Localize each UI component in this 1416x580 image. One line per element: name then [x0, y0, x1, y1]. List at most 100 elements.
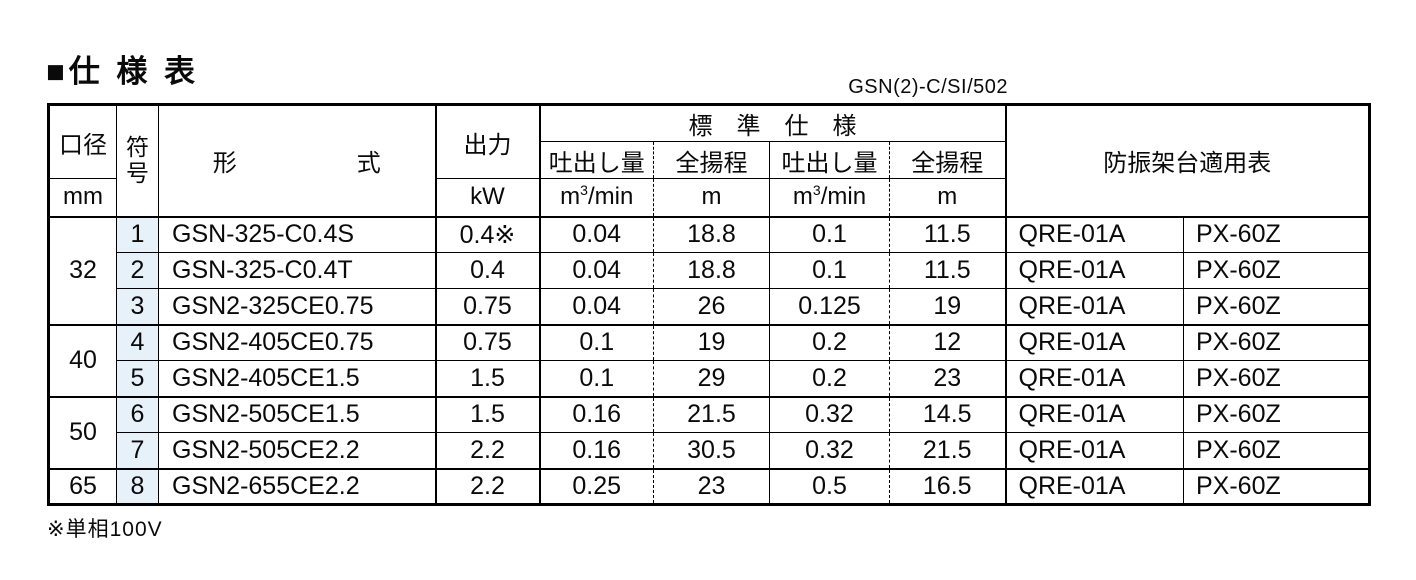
header-diameter: 口径: [48, 104, 117, 179]
symbol-cell: 8: [116, 467, 159, 505]
discharge1-cell: 0.1: [538, 360, 654, 397]
head1-cell: 29: [653, 360, 770, 397]
symbol-cell: 6: [116, 395, 159, 433]
model-cell: GSN2-655CE2.2: [158, 467, 436, 505]
table-row: 7 GSN2-505CE2.2 2.2 0.16 30.5 0.32 21.5 QRE-01A…: [49, 432, 1370, 469]
symbol-cell: 2: [116, 252, 159, 289]
mount2-cell: PX-60Z: [1183, 360, 1370, 397]
mount1-cell: QRE-01A: [1004, 395, 1184, 433]
mount1-cell: QRE-01A: [1004, 323, 1184, 361]
header-flow-unit-1: m3/min: [538, 178, 654, 217]
flow-unit-suffix: /min: [587, 183, 634, 211]
discharge1-cell: 0.04: [538, 252, 654, 289]
header-vibration-mount-table: 防振架台適用表: [1004, 104, 1370, 217]
header-model: 形 式: [158, 104, 436, 217]
discharge1-cell: 0.04: [538, 215, 654, 253]
symbol-cell: 3: [116, 288, 159, 325]
model-cell: GSN2-505CE1.5: [158, 395, 436, 433]
head2-cell: 12: [889, 323, 1007, 361]
diameter-cell: 65: [48, 467, 117, 505]
mount2-cell: PX-60Z: [1183, 467, 1370, 505]
mount1-cell: QRE-01A: [1004, 252, 1184, 289]
mount2-cell: PX-60Z: [1183, 395, 1370, 433]
mount1-cell: QRE-01A: [1004, 215, 1184, 253]
header-output: 出力: [434, 104, 540, 179]
flow-unit-suffix: /min: [820, 183, 867, 211]
diameter-cell: 32: [48, 215, 117, 325]
discharge2-cell: 0.2: [769, 323, 890, 361]
flow-unit-sup: 3: [812, 182, 821, 199]
model-cell: GSN2-405CE0.75: [158, 323, 436, 361]
footnote: ※単相100V: [47, 518, 163, 541]
mount2-cell: PX-60Z: [1183, 288, 1370, 325]
output-cell: 1.5: [434, 395, 540, 433]
head2-cell: 21.5: [889, 432, 1007, 469]
diameter-cell: 50: [48, 395, 117, 469]
header-symbol: 符号: [116, 104, 159, 217]
flow-unit-sup: 3: [580, 182, 588, 199]
symbol-cell: 5: [116, 360, 159, 397]
flow-unit-base: m: [792, 183, 813, 211]
table-row: 5 GSN2-405CE1.5 1.5 0.1 29 0.2 23 QRE-01A PX-60Z: [49, 360, 1370, 397]
table-row: 40 4 GSN2-405CE0.75 0.75 0.1 19 0.2 12 QRE-01A PX…: [48, 323, 1370, 397]
symbol-cell: 4: [116, 323, 159, 361]
discharge1-cell: 0.16: [538, 395, 654, 433]
header-diameter-unit: mm: [48, 178, 117, 217]
mount2-cell: PX-60Z: [1183, 252, 1370, 289]
output-cell: 1.5: [434, 360, 540, 397]
head2-cell: 19: [889, 288, 1007, 325]
header-standard-spec: 標 準 仕 様: [538, 104, 1007, 142]
diameter-cell: 40: [48, 323, 117, 397]
mount1-cell: QRE-01A: [1004, 288, 1184, 325]
output-cell: 2.2: [434, 432, 540, 469]
output-cell: 0.75: [434, 323, 540, 361]
head2-cell: 11.5: [889, 252, 1007, 289]
head1-cell: 18.8: [653, 215, 770, 253]
output-cell: 0.4: [434, 252, 540, 289]
discharge1-cell: 0.16: [538, 432, 654, 469]
header-total-head-1: 全揚程: [653, 141, 770, 179]
head2-cell: 14.5: [889, 395, 1007, 433]
output-cell: 0.4※: [434, 215, 540, 253]
head2-cell: 11.5: [889, 215, 1007, 253]
spec-table-body: 32 1 GSN-325-C0.4S 0.4※ 0.04 18.8 0.1 11.5 QRE-0…: [48, 215, 1370, 505]
discharge2-cell: 0.125: [769, 288, 890, 325]
head1-cell: 19: [653, 323, 770, 361]
output-cell: 0.75: [434, 288, 540, 325]
discharge2-cell: 0.5: [769, 467, 890, 505]
table-row: 3 GSN2-325CE0.75 0.75 0.04 26 0.125 19 QRE-01A P…: [49, 288, 1370, 325]
mount2-cell: PX-60Z: [1183, 215, 1370, 253]
table-row: 65 8 GSN2-655CE2.2 2.2 0.25 23 0.5 16.5 QRE-01A P…: [48, 467, 1370, 505]
header-flow-unit-2: m3/min: [769, 178, 890, 217]
table-row: 32 1 GSN-325-C0.4S 0.4※ 0.04 18.8 0.1 11.5 QRE-0…: [48, 215, 1370, 325]
head1-cell: 21.5: [653, 395, 770, 433]
head2-cell: 23: [889, 360, 1007, 397]
table-row: 50 6 GSN2-505CE1.5 1.5 0.16 21.5 0.32 14.5 QRE-0…: [48, 395, 1370, 469]
discharge2-cell: 0.1: [769, 252, 890, 289]
page-title: ■仕 様 表: [46, 54, 199, 89]
discharge1-cell: 0.25: [538, 467, 654, 505]
head1-cell: 30.5: [653, 432, 770, 469]
mount2-cell: PX-60Z: [1183, 323, 1370, 361]
discharge2-cell: 0.32: [769, 432, 890, 469]
discharge2-cell: 0.1: [769, 215, 890, 253]
head2-cell: 16.5: [889, 467, 1007, 505]
symbol-cell: 7: [116, 432, 159, 469]
model-cell: GSN2-325CE0.75: [158, 288, 436, 325]
header-discharge-2: 吐出し量: [769, 141, 890, 179]
header-total-head-2: 全揚程: [889, 141, 1007, 179]
model-cell: GSN-325-C0.4T: [158, 252, 436, 289]
header-output-unit: kW: [434, 178, 540, 217]
output-cell: 2.2: [434, 467, 540, 505]
mount2-cell: PX-60Z: [1183, 432, 1370, 469]
header-discharge-1: 吐出し量: [538, 141, 654, 179]
mount1-cell: QRE-01A: [1004, 360, 1184, 397]
table-row: 2 GSN-325-C0.4T 0.4 0.04 18.8 0.1 11.5 QRE-01A P…: [49, 252, 1370, 289]
document-code: GSN(2)-C/SI/502: [848, 76, 1008, 98]
flow-unit-base: m: [560, 183, 581, 211]
head1-cell: 18.8: [653, 252, 770, 289]
mount1-cell: QRE-01A: [1004, 467, 1184, 505]
symbol-cell: 1: [116, 215, 159, 253]
discharge1-cell: 0.1: [538, 323, 654, 361]
model-cell: GSN-325-C0.4S: [158, 215, 436, 253]
